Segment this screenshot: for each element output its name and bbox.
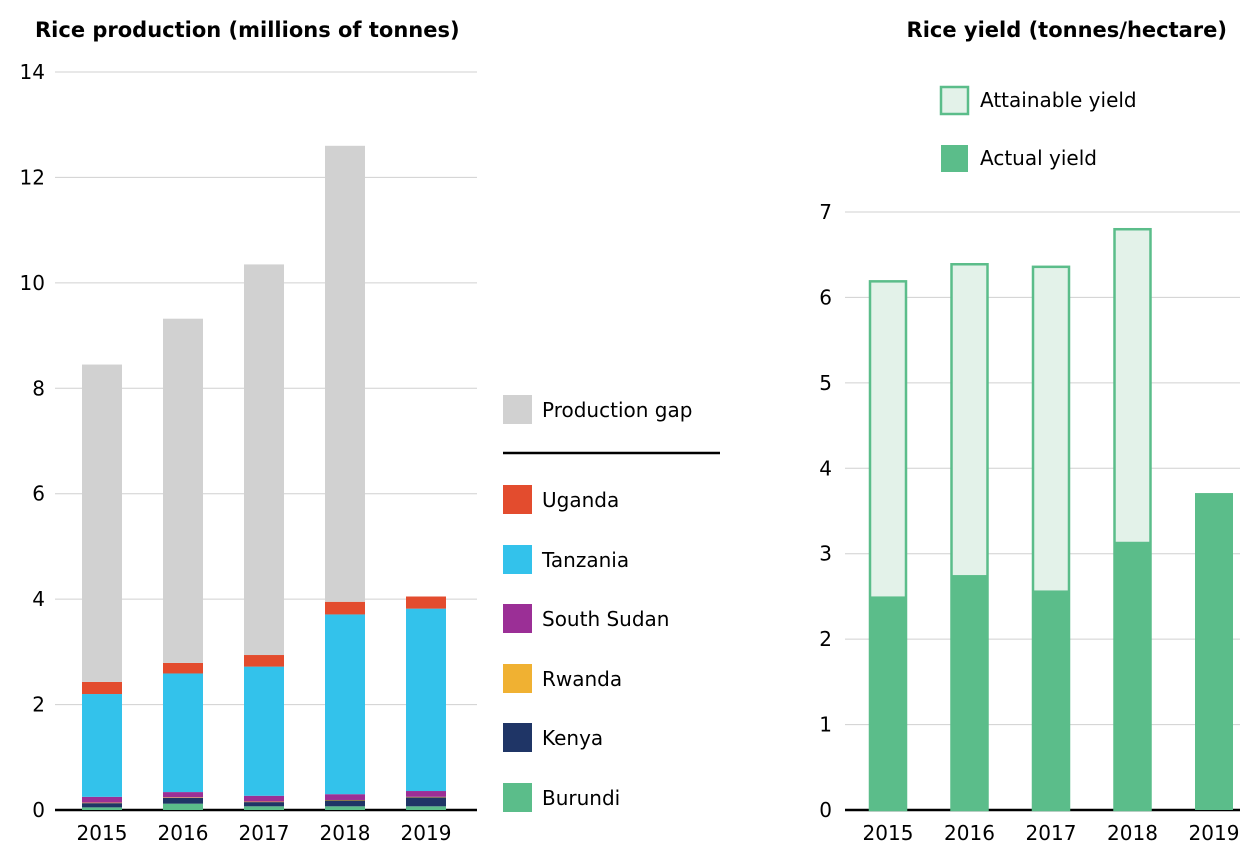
legend-swatch-production-gap	[503, 395, 532, 424]
y-tick-label: 4	[819, 456, 832, 480]
bar-rwanda-2015	[82, 802, 122, 804]
bar-kenya-2015	[82, 803, 122, 808]
production-legend: Production gap Uganda Tanzania South Sudan R…	[503, 395, 720, 812]
bar-tanzania-2015	[82, 694, 122, 797]
production-chart-title: Rice production (millions of tonnes)	[35, 18, 460, 42]
bar-south-sudan-2018	[325, 794, 365, 800]
bar-burundi-2016	[163, 803, 203, 810]
legend-label-attainable-yield: Attainable yield	[980, 88, 1137, 112]
x-tick-label: 2016	[158, 821, 209, 845]
x-tick-label: 2018	[320, 821, 371, 845]
bar-actual-yield-2018	[1113, 541, 1152, 810]
bar-burundi-2015	[82, 807, 122, 810]
y-tick-label: 12	[20, 165, 45, 189]
bar-tanzania-2018	[325, 614, 365, 795]
x-tick-label: 2017	[239, 821, 290, 845]
x-tick-label: 2017	[1026, 821, 1077, 845]
x-tick-label: 2016	[944, 821, 995, 845]
bar-production-gap-2015	[82, 364, 122, 682]
production-bars	[82, 145, 446, 810]
bar-kenya-2018	[325, 800, 365, 807]
bar-actual-yield-2016	[950, 575, 989, 810]
yield-chart: Rice yield (tonnes/hectare) 0 1 2 3 4 5 6 7 201…	[819, 18, 1240, 845]
y-tick-label: 2	[819, 627, 832, 651]
production-chart: Rice production (millions of tonnes) 0 2 4…	[20, 18, 720, 845]
bar-tanzania-2017	[244, 666, 284, 796]
y-tick-label: 5	[819, 371, 832, 395]
bar-production-gap-2016	[163, 318, 203, 663]
bar-rwanda-2017	[244, 801, 284, 803]
y-tick-label: 4	[32, 587, 45, 611]
bar-uganda-2019	[406, 596, 446, 609]
legend-label-uganda: Uganda	[542, 488, 619, 512]
yield-bars	[868, 227, 1233, 812]
x-tick-label: 2015	[77, 821, 128, 845]
bar-south-sudan-2019	[406, 791, 446, 797]
y-tick-label: 2	[32, 693, 45, 717]
bar-uganda-2016	[163, 662, 203, 674]
production-y-ticks: 0 2 4 6 8 10 12 14	[20, 60, 45, 822]
bar-actual-yield-2015	[869, 596, 907, 810]
bar-kenya-2017	[244, 802, 284, 807]
y-tick-label: 14	[20, 60, 45, 84]
bar-uganda-2018	[325, 601, 365, 615]
bar-south-sudan-2017	[244, 795, 284, 802]
bar-production-gap-2018	[325, 145, 365, 602]
bar-uganda-2017	[244, 655, 284, 667]
yield-y-ticks: 0 1 2 3 4 5 6 7	[819, 200, 832, 822]
bar-actual-yield-2017	[1032, 590, 1070, 810]
legend-swatch-kenya	[503, 723, 532, 752]
bar-burundi-2017	[244, 806, 284, 810]
y-tick-label: 6	[32, 482, 45, 506]
legend-label-actual-yield: Actual yield	[980, 146, 1097, 170]
legend-label-tanzania: Tanzania	[541, 548, 629, 572]
bar-rwanda-2018	[325, 799, 365, 801]
yield-chart-title: Rice yield (tonnes/hectare)	[907, 18, 1227, 42]
bar-uganda-2015	[82, 681, 122, 695]
yield-legend: Attainable yield Actual yield	[939, 85, 1137, 172]
bar-kenya-2016	[163, 797, 203, 804]
x-tick-label: 2015	[863, 821, 914, 845]
bar-south-sudan-2015	[82, 796, 122, 803]
legend-label-rwanda: Rwanda	[542, 667, 622, 691]
x-tick-label: 2019	[1189, 821, 1240, 845]
legend-swatch-burundi	[503, 783, 532, 812]
bar-production-gap-2017	[244, 264, 284, 656]
legend-label-burundi: Burundi	[542, 786, 620, 810]
legend-label-kenya: Kenya	[542, 726, 603, 750]
y-tick-label: 7	[819, 200, 832, 224]
y-tick-label: 6	[819, 285, 832, 309]
x-tick-label: 2018	[1107, 821, 1158, 845]
y-tick-label: 0	[819, 798, 832, 822]
y-tick-label: 10	[20, 271, 45, 295]
x-tick-label: 2019	[401, 821, 452, 845]
production-x-ticks: 2015 2016 2017 2018 2019	[77, 821, 452, 845]
legend-swatch-uganda	[503, 485, 532, 514]
bar-burundi-2018	[325, 806, 365, 810]
bar-south-sudan-2016	[163, 792, 203, 798]
legend-label-production-gap: Production gap	[542, 398, 692, 422]
bar-rwanda-2016	[163, 797, 203, 798]
bar-burundi-2019	[406, 806, 446, 810]
y-tick-label: 8	[32, 376, 45, 400]
y-tick-label: 0	[32, 798, 45, 822]
legend-swatch-tanzania	[503, 545, 532, 574]
bar-tanzania-2016	[163, 673, 203, 793]
legend-swatch-south-sudan	[503, 604, 532, 633]
legend-label-south-sudan: South Sudan	[542, 607, 669, 631]
y-tick-label: 3	[819, 542, 832, 566]
legend-swatch-rwanda	[503, 664, 532, 693]
bar-rwanda-2019	[406, 796, 446, 798]
legend-swatch-attainable-yield	[939, 85, 970, 116]
y-tick-label: 1	[819, 713, 832, 737]
legend-swatch-actual-yield	[941, 145, 968, 172]
bar-tanzania-2019	[406, 608, 446, 792]
bar-kenya-2019	[406, 797, 446, 807]
bar-actual-yield-2019	[1195, 493, 1233, 810]
yield-x-ticks: 2015 2016 2017 2018 2019	[863, 821, 1240, 845]
